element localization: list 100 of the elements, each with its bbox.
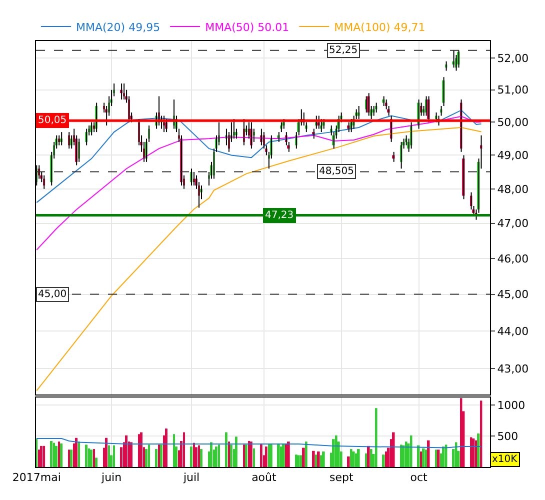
- bar: [85, 444, 88, 467]
- y-tick-label: 49,00: [497, 149, 529, 162]
- ref-line-label: 50,05: [38, 115, 67, 126]
- bar: [477, 434, 480, 467]
- bar: [193, 442, 195, 467]
- y-tick-label: 46,00: [497, 252, 529, 266]
- bar: [435, 450, 438, 467]
- line-series: [36, 116, 482, 250]
- x-tick-label: 2017mai: [12, 471, 61, 484]
- bar: [155, 449, 158, 467]
- y-tick-label: 50,00: [497, 116, 529, 130]
- bar: [95, 458, 98, 467]
- bar: [437, 450, 440, 467]
- line-series: [36, 438, 482, 448]
- bar: [198, 445, 200, 467]
- bar: [215, 446, 218, 467]
- y-tick-label: 500: [497, 430, 518, 443]
- y-tick-label: 45,00: [497, 288, 529, 302]
- bar: [225, 432, 228, 467]
- bar: [352, 452, 355, 467]
- ref-line-label: 45,00: [38, 289, 67, 300]
- bar: [38, 450, 40, 467]
- bar: [190, 446, 192, 467]
- bar: [375, 408, 378, 467]
- x-tick-label: oct: [410, 471, 428, 484]
- bar: [277, 443, 280, 467]
- bar: [402, 445, 405, 467]
- y-tick-label: 1000: [497, 398, 526, 412]
- x-tick-label: juin: [100, 471, 122, 484]
- bar: [125, 435, 128, 467]
- legend-label: MMA(100) 49,71: [334, 20, 426, 34]
- bar: [140, 432, 142, 467]
- bar: [357, 449, 360, 467]
- bar: [425, 450, 428, 467]
- y-tick-label: 51,00: [497, 84, 529, 97]
- bar: [347, 456, 350, 467]
- bar: [130, 442, 132, 467]
- bar: [200, 449, 202, 467]
- bar: [60, 443, 63, 467]
- y-tick-label: 52,00: [497, 52, 529, 66]
- bar: [90, 450, 93, 467]
- bar: [282, 443, 285, 467]
- text: x10K: [492, 454, 518, 465]
- bar: [422, 448, 425, 467]
- bar: [183, 432, 185, 467]
- bar: [55, 446, 58, 467]
- bar: [75, 438, 78, 467]
- bar: [173, 434, 175, 467]
- legend-label: MMA(20) 49,95: [76, 20, 160, 34]
- bar: [40, 446, 43, 467]
- bar: [68, 450, 70, 467]
- bar: [58, 442, 60, 467]
- bar: [312, 450, 315, 467]
- bar: [93, 449, 96, 467]
- ref-line-label: 52,25: [329, 45, 358, 56]
- legend-label: MMA(50) 50.01: [205, 20, 290, 34]
- line-series: [36, 126, 482, 392]
- bar: [50, 440, 53, 467]
- bar: [36, 438, 38, 467]
- line-series: [36, 110, 482, 204]
- bar: [248, 440, 250, 467]
- bar: [245, 444, 248, 467]
- bar: [265, 446, 268, 467]
- bar: [297, 455, 300, 467]
- bar: [228, 442, 230, 467]
- bar: [53, 442, 56, 467]
- bar: [322, 452, 325, 467]
- bar: [218, 444, 220, 467]
- bar: [235, 436, 238, 467]
- ref-line-label: 48,505: [319, 166, 354, 177]
- bar: [243, 444, 245, 467]
- x-tick-label: août: [252, 471, 277, 484]
- bar: [78, 442, 80, 467]
- x-tick-label: juil: [182, 471, 200, 484]
- bar: [230, 444, 232, 467]
- y-tick-label: 44,00: [497, 324, 529, 338]
- x-tick-label: sept: [329, 471, 354, 484]
- y-tick-label: 48,00: [497, 182, 529, 196]
- bar: [253, 448, 255, 467]
- bar: [88, 448, 90, 467]
- ref-line-label: 47,23: [265, 210, 294, 221]
- bar: [270, 443, 272, 467]
- bar: [480, 400, 482, 467]
- bar: [148, 444, 150, 467]
- bar: [160, 444, 162, 467]
- bar: [113, 445, 115, 467]
- bar: [250, 442, 252, 467]
- bar: [195, 447, 198, 467]
- bar: [367, 446, 370, 467]
- bar: [370, 449, 372, 467]
- y-tick-label: 43,00: [497, 362, 529, 376]
- bar: [332, 439, 335, 467]
- bar: [70, 450, 73, 467]
- bar: [417, 445, 420, 467]
- bar: [317, 452, 320, 467]
- bar: [410, 435, 412, 467]
- bar: [287, 442, 290, 467]
- bar: [210, 442, 212, 467]
- bar: [260, 443, 262, 467]
- bar: [165, 428, 168, 467]
